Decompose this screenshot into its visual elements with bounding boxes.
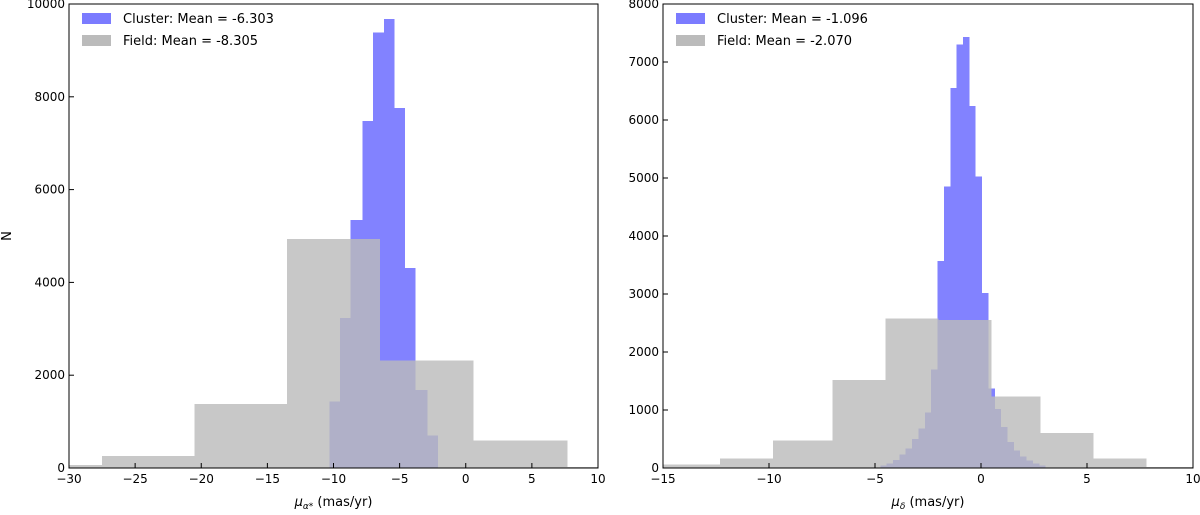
x-tick-label: −30 (56, 472, 81, 486)
field-bar (885, 318, 939, 468)
x-tick-label: −20 (189, 472, 214, 486)
field-bar (287, 239, 380, 468)
y-tick-label: 4000 (34, 275, 65, 289)
x-tick-label: 5 (528, 472, 536, 486)
field-bar (773, 440, 833, 468)
y-axis-label: N (0, 231, 15, 241)
cluster-bar (950, 88, 957, 468)
field-bar (473, 440, 568, 468)
x-tick-label: 10 (590, 472, 605, 486)
y-tick-label: 6000 (628, 113, 659, 127)
cluster-bar (962, 37, 970, 468)
legend-label-cluster: Cluster: Mean = -6.303 (123, 12, 274, 27)
field-bar (1040, 433, 1094, 468)
legend-label-field: Field: Mean = -8.305 (123, 34, 258, 49)
y-tick-label: 0 (651, 461, 659, 475)
y-tick-label: 4000 (628, 229, 659, 243)
cluster-bar (969, 106, 976, 468)
field-bar (69, 465, 103, 468)
x-tick-label: −15 (650, 472, 675, 486)
proper-motion-dec-histogram: −15 −10 −5 0 5 10 0 1000 2000 3000 4000 5000 6000 700… (628, 0, 1200, 512)
x-tick-label: 0 (977, 472, 985, 486)
field-bar (663, 464, 721, 468)
y-tick-label: 6000 (34, 183, 65, 197)
x-tick-label: −25 (122, 472, 147, 486)
field-series (69, 239, 598, 468)
y-tick-label: 8000 (628, 0, 659, 11)
field-series (663, 318, 1193, 468)
field-bar (832, 379, 886, 468)
y-tick-label: 8000 (34, 90, 65, 104)
plot-area (69, 18, 598, 468)
x-tick-label: 10 (1185, 472, 1200, 486)
legend-swatch-cluster (82, 13, 111, 24)
legend: Cluster: Mean = -1.096 Field: Mean = -2.0… (676, 12, 868, 49)
x-axis-label: μα* (mas/yr) (294, 495, 373, 511)
y-tick-label: 3000 (628, 287, 659, 301)
field-bar (1093, 458, 1147, 468)
field-bar (720, 458, 774, 468)
cluster-bar (956, 44, 963, 468)
y-tick-label: 1000 (628, 403, 659, 417)
field-bar (991, 396, 1041, 468)
x-tick-label: −10 (756, 472, 781, 486)
x-axis-label: μδ (mas/yr) (891, 495, 965, 511)
legend-swatch-field (82, 35, 111, 46)
legend: Cluster: Mean = -6.303 Field: Mean = -8.3… (82, 12, 274, 49)
field-bar (194, 403, 288, 468)
y-tick-label: 10000 (27, 0, 65, 11)
legend-label-field: Field: Mean = -2.070 (717, 34, 852, 49)
field-bar (379, 360, 474, 468)
cluster-bar (383, 18, 395, 468)
x-tick-label: −15 (255, 472, 280, 486)
x-tick-label: −5 (391, 472, 409, 486)
y-tick-label: 2000 (34, 368, 65, 382)
x-tick-label: 5 (1083, 472, 1091, 486)
legend-swatch-field (676, 35, 705, 46)
legend-swatch-cluster (676, 13, 705, 24)
x-tick-label: 0 (462, 472, 470, 486)
y-tick-label: 2000 (628, 345, 659, 359)
cluster-bar (394, 107, 405, 468)
x-tick-label: −10 (321, 472, 346, 486)
legend-label-cluster: Cluster: Mean = -1.096 (717, 12, 868, 27)
field-bar (938, 320, 992, 468)
proper-motion-ra-histogram: −30 −25 −20 −15 −10 −5 0 5 10 0 2000 4000 6000 8000 10… (0, 0, 606, 512)
field-bar (102, 455, 195, 468)
field-bar (1146, 466, 1193, 468)
y-tick-label: 7000 (628, 55, 659, 69)
x-tick-label: −5 (866, 472, 884, 486)
y-tick-label: 5000 (628, 171, 659, 185)
plot-area (663, 37, 1193, 468)
y-tick-label: 0 (57, 461, 65, 475)
